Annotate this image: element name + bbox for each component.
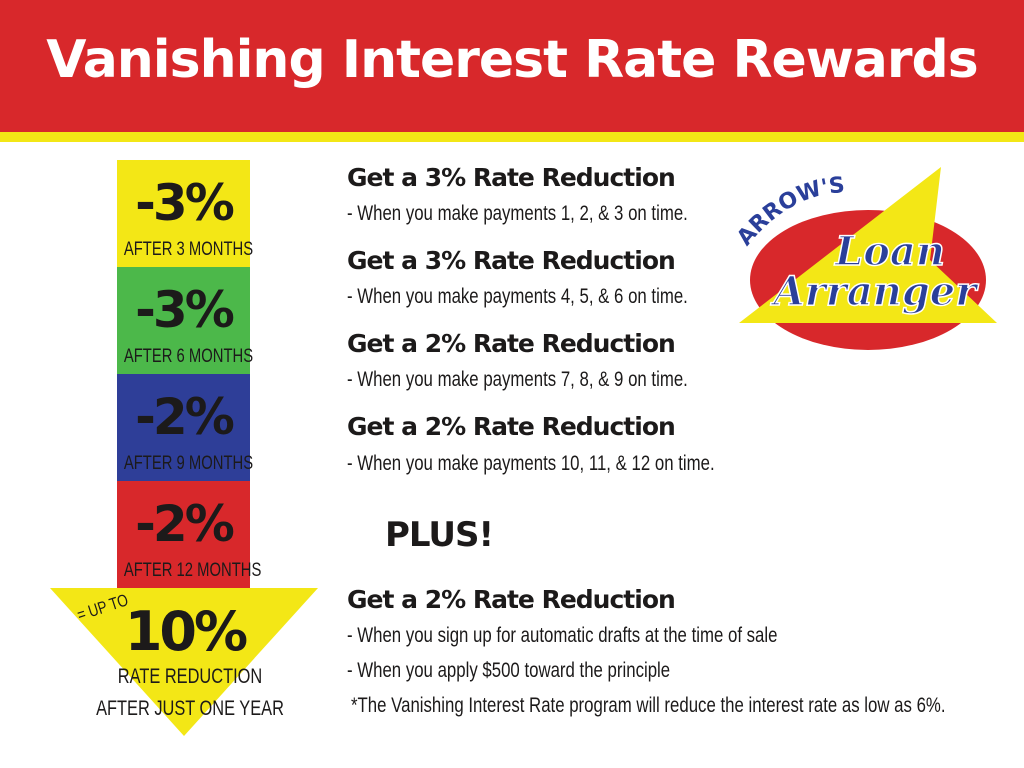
step-block-2: -3% AFTER 6 MONTHS: [117, 267, 254, 374]
step-label: AFTER 3 MONTHS: [123, 239, 254, 260]
plus-heading: Get a 2% Rate Reduction: [347, 585, 676, 614]
reward-detail: - When you make payments 4, 5, & 6 on ti…: [347, 285, 688, 308]
step-value: -2%: [135, 388, 235, 446]
total-value: 10%: [124, 600, 248, 663]
reward-detail: - When you make payments 7, 8, & 9 on ti…: [347, 368, 688, 391]
step-block-4: -2% AFTER 12 MONTHS: [117, 481, 262, 588]
loan-arranger-logo: ARROW'S Loan Arranger: [735, 167, 997, 350]
logo-line-1: Loan: [834, 228, 945, 275]
step-label: AFTER 6 MONTHS: [123, 346, 254, 367]
reward-detail: - When you make payments 1, 2, & 3 on ti…: [347, 202, 688, 225]
logo-line-2: Arranger: [770, 268, 980, 315]
header-banner: [0, 0, 1024, 132]
arrow-head: [50, 588, 318, 736]
plus-label: PLUS!: [385, 515, 494, 555]
plus-detail: - When you sign up for automatic drafts …: [347, 624, 778, 647]
plus-detail: - When you apply $500 toward the princip…: [347, 659, 671, 682]
step-value: -2%: [135, 495, 235, 553]
step-block-1: -3% AFTER 3 MONTHS: [117, 160, 254, 267]
header-stripe: [0, 132, 1024, 142]
step-value: -3%: [135, 174, 235, 232]
page-title: Vanishing Interest Rate Rewards: [46, 30, 978, 90]
reward-heading: Get a 2% Rate Reduction: [347, 412, 676, 441]
reward-heading: Get a 2% Rate Reduction: [347, 329, 676, 358]
reward-detail: - When you make payments 10, 11, & 12 on…: [347, 452, 715, 475]
total-line-2: AFTER JUST ONE YEAR: [96, 697, 284, 720]
reward-heading: Get a 3% Rate Reduction: [347, 163, 676, 192]
step-label: AFTER 12 MONTHS: [123, 560, 262, 581]
step-block-3: -2% AFTER 9 MONTHS: [117, 374, 254, 481]
reward-heading: Get a 3% Rate Reduction: [347, 246, 676, 275]
step-value: -3%: [135, 281, 235, 339]
program-note: *The Vanishing Interest Rate program wil…: [351, 694, 946, 717]
step-label: AFTER 9 MONTHS: [123, 453, 254, 474]
total-line-1: RATE REDUCTION: [117, 665, 263, 688]
